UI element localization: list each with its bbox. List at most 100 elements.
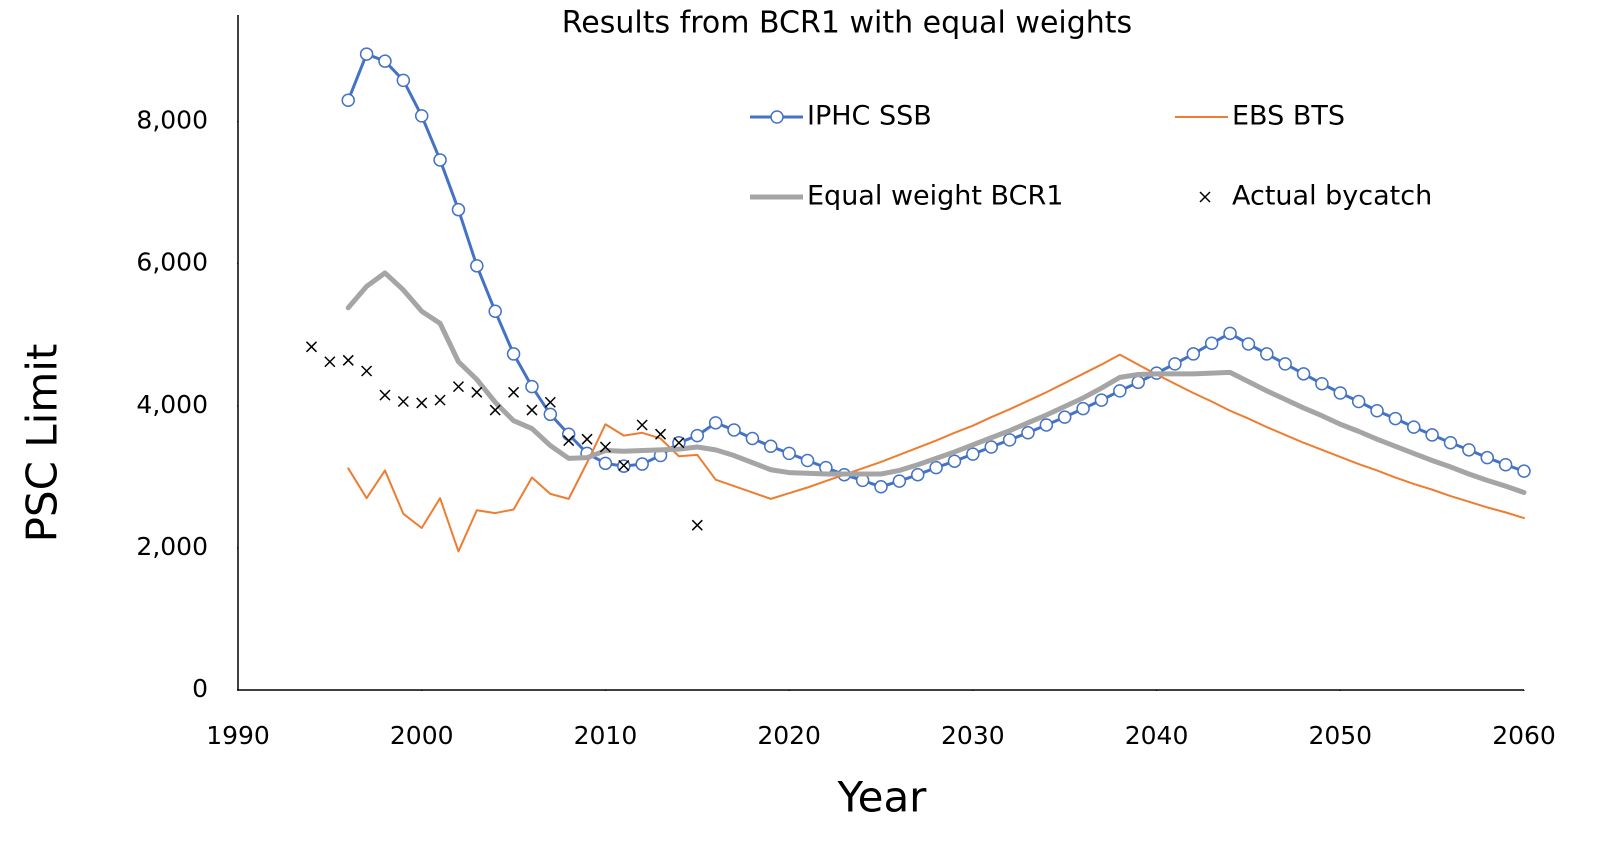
scatter-point	[636, 419, 648, 431]
marker	[1241, 337, 1256, 351]
marker	[561, 427, 576, 441]
x-tick-label: 2050	[1308, 721, 1372, 750]
marker	[1076, 401, 1090, 416]
series-line	[347, 353, 1525, 553]
y-tick-label: 4,000	[136, 390, 208, 419]
marker	[1021, 426, 1035, 440]
scatter-point	[342, 354, 354, 366]
legend-label: IPHC SSB	[807, 101, 932, 132]
scatter-point	[416, 397, 428, 409]
marker	[506, 347, 521, 361]
marker	[1480, 450, 1495, 465]
legend-label: Equal weight BCR1	[807, 181, 1063, 212]
marker	[598, 456, 613, 471]
marker	[984, 440, 998, 454]
marker	[1113, 384, 1127, 398]
marker	[1039, 418, 1054, 432]
marker	[1296, 367, 1311, 381]
marker	[1057, 410, 1072, 424]
legend-marker	[1199, 191, 1211, 203]
marker	[1407, 420, 1421, 434]
y-tick-label: 6,000	[136, 248, 208, 277]
marker	[543, 407, 558, 422]
marker	[1168, 357, 1182, 371]
marker	[782, 446, 796, 461]
legend-marker	[770, 110, 784, 124]
x-tick-label: 2000	[390, 721, 454, 750]
legend-label: Actual bycatch	[1232, 181, 1432, 212]
marker	[1186, 347, 1201, 361]
marker	[1315, 377, 1329, 391]
marker	[708, 416, 723, 430]
marker	[764, 439, 778, 454]
marker	[414, 109, 429, 123]
scatter-point	[618, 459, 630, 472]
marker	[800, 453, 815, 468]
x-tick-label: 2060	[1492, 721, 1556, 750]
marker	[433, 153, 447, 167]
scatter-point	[655, 428, 667, 440]
marker	[451, 202, 466, 217]
scatter-point	[305, 341, 318, 353]
marker	[525, 379, 539, 394]
marker	[929, 460, 943, 475]
y-tick-label: 2,000	[136, 532, 208, 561]
scatter-point	[673, 437, 685, 449]
scatter-point	[599, 441, 611, 453]
scatter-point	[471, 386, 483, 398]
marker	[745, 431, 760, 446]
marker	[1278, 357, 1292, 371]
marker	[1462, 443, 1476, 457]
marker	[1370, 404, 1384, 418]
x-tick-label: 2020	[757, 721, 821, 750]
marker	[690, 428, 705, 443]
y-axis-title: PSC Limit	[18, 344, 67, 543]
marker	[635, 457, 649, 471]
marker	[892, 474, 907, 488]
scatter-point	[691, 519, 703, 531]
scatter-point	[581, 433, 593, 445]
chart-title: Results from BCR1 with equal weights	[562, 6, 1132, 41]
series-line	[345, 270, 1527, 495]
scatter-point	[489, 404, 501, 416]
scatter-point	[397, 395, 409, 408]
marker	[910, 467, 925, 482]
marker	[1002, 433, 1017, 447]
marker	[947, 454, 962, 468]
scatter-point	[452, 381, 464, 393]
marker	[1223, 326, 1237, 341]
x-tick-label: 2010	[574, 721, 638, 750]
marker	[359, 47, 374, 61]
x-tick-label: 2030	[941, 721, 1005, 750]
marker	[1260, 347, 1274, 361]
scatter-point	[508, 386, 520, 398]
marker	[470, 259, 484, 273]
marker	[1204, 336, 1219, 351]
marker	[727, 423, 741, 437]
marker	[1351, 394, 1366, 409]
y-tick-label: 8,000	[136, 106, 208, 135]
scatter-point	[544, 396, 556, 408]
marker	[1517, 464, 1531, 478]
y-tick-label: 0	[192, 674, 208, 703]
marker	[1443, 435, 1458, 450]
scatter-point	[324, 356, 336, 368]
marker	[1498, 458, 1513, 472]
marker	[1131, 375, 1145, 390]
marker	[1388, 411, 1403, 426]
marker	[1094, 393, 1109, 407]
marker	[1333, 386, 1348, 400]
marker	[341, 93, 355, 108]
x-tick-label: 1990	[206, 721, 270, 750]
marker	[488, 304, 502, 319]
scatter-point	[434, 394, 446, 406]
marker	[874, 480, 888, 494]
legend-label: EBS BTS	[1232, 101, 1345, 132]
marker	[378, 54, 392, 68]
marker	[396, 73, 411, 88]
scatter-point	[379, 389, 391, 401]
x-tick-label: 2040	[1125, 721, 1189, 750]
scatter-point	[563, 435, 575, 447]
marker	[966, 447, 980, 461]
